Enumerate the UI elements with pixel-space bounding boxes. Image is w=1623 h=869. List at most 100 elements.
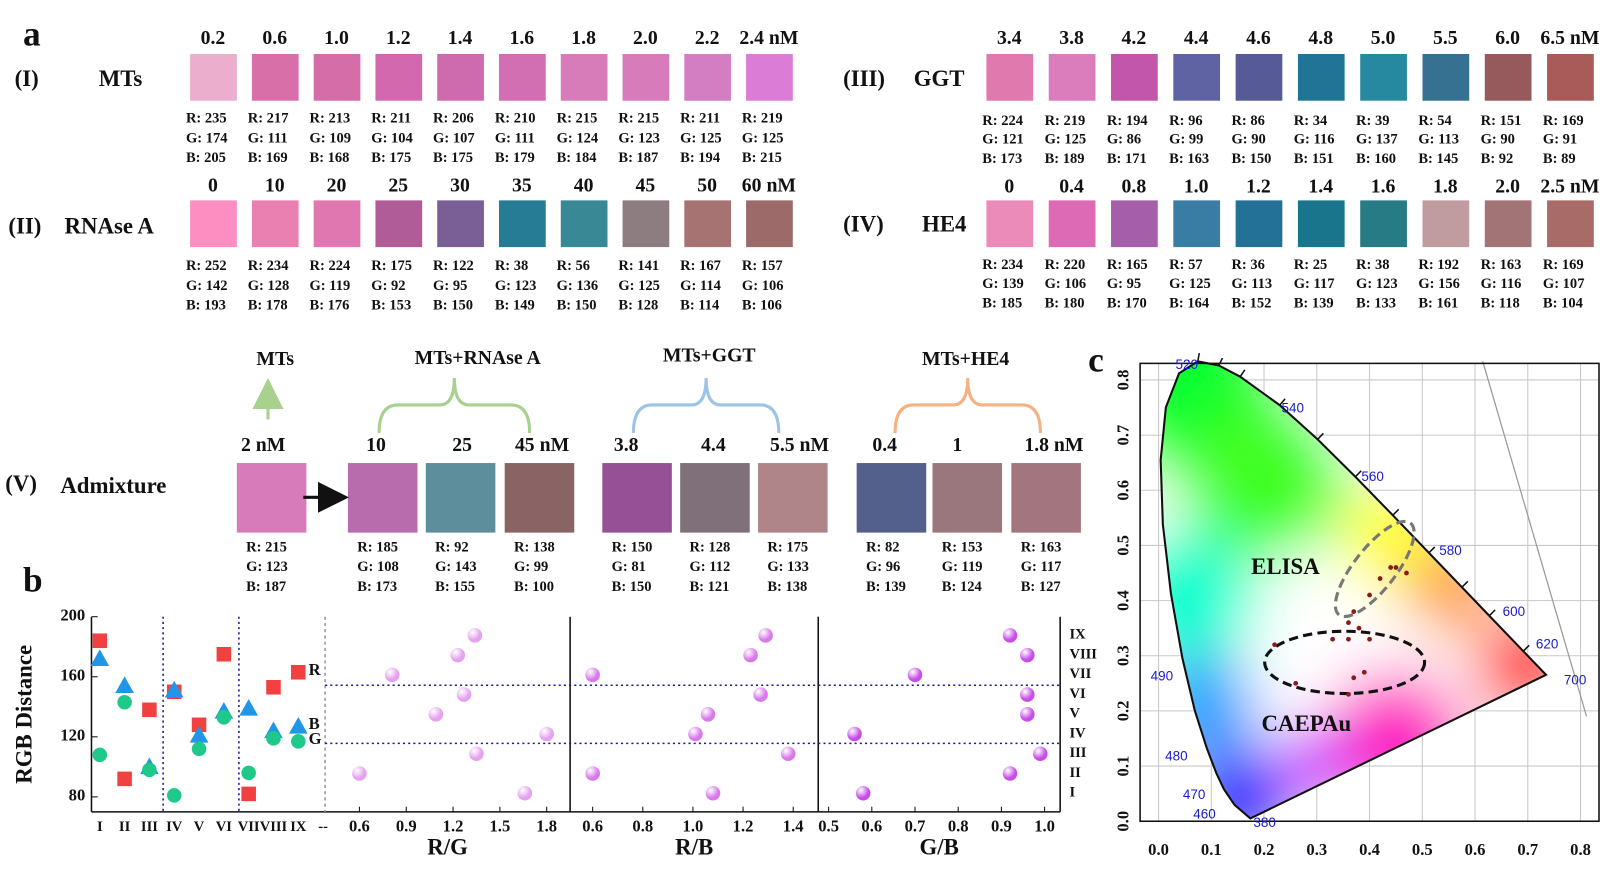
concentration-label: 1.4 xyxy=(1308,175,1333,197)
concentration-label: 2.4 nM xyxy=(739,27,799,49)
rgb-value: B: 121 xyxy=(690,579,730,595)
x-tick-label: 1.2 xyxy=(733,816,754,835)
rgb-value: B: 114 xyxy=(680,298,719,314)
rgb-value: G: 125 xyxy=(1169,276,1211,292)
rgb-value: G: 106 xyxy=(742,278,784,294)
concentration-label: 0 xyxy=(208,174,218,196)
color-swatch xyxy=(498,53,546,101)
color-swatch xyxy=(1173,200,1221,248)
rgb-value: B: 155 xyxy=(435,579,475,595)
wavelength-label: 490 xyxy=(1151,668,1174,683)
color-swatch xyxy=(622,200,670,248)
gamut-blob xyxy=(1180,396,1348,563)
dot xyxy=(753,687,768,702)
rgb-value: R: 128 xyxy=(690,540,731,556)
rgb-value: B: 151 xyxy=(1294,151,1334,167)
rgb-value: R: 82 xyxy=(866,540,899,556)
concentration-label: 4.4 xyxy=(701,434,726,456)
data-point xyxy=(1388,565,1394,570)
wavelength-label: 460 xyxy=(1193,807,1216,822)
concentration-label: 2.2 xyxy=(695,27,720,49)
rgb-value: R: 169 xyxy=(1543,113,1584,129)
color-swatch xyxy=(1484,200,1532,248)
rgb-value: R: 141 xyxy=(618,258,659,274)
rgb-value: G: 125 xyxy=(618,278,660,294)
rgb-value: R: 211 xyxy=(680,111,720,127)
rgb-value: R: 192 xyxy=(1418,257,1459,273)
y-tick-label: IV xyxy=(1070,725,1087,741)
data-point xyxy=(1346,636,1351,642)
data-point xyxy=(1367,592,1372,598)
concentration-label: 3.8 xyxy=(614,434,639,456)
rgb-value: G: 86 xyxy=(1107,131,1141,147)
color-swatch xyxy=(1547,53,1594,101)
y-tick-label: I xyxy=(1070,785,1076,801)
color-swatch xyxy=(251,200,299,248)
rgb-value: B: 89 xyxy=(1543,151,1576,167)
wavelength-label: 580 xyxy=(1439,543,1462,558)
marker xyxy=(291,664,306,680)
rgb-value: R: 167 xyxy=(680,258,721,274)
y-tick-label: 80 xyxy=(69,786,86,805)
marker xyxy=(241,765,256,781)
x-tick-label: 0.9 xyxy=(396,816,417,835)
x-tick-label: II xyxy=(119,819,131,835)
concentration-label: 10 xyxy=(265,174,285,196)
rgb-value: G: 139 xyxy=(982,276,1024,292)
rgb-value: B: 152 xyxy=(1231,296,1271,312)
color-swatch xyxy=(746,53,793,101)
concentration-label: 6.5 nM xyxy=(1540,27,1600,49)
rgb-value: G: 121 xyxy=(982,131,1024,147)
color-swatch xyxy=(932,463,1003,533)
tangent-line xyxy=(1482,361,1588,717)
rgb-value: G: 113 xyxy=(1231,276,1272,292)
data-point xyxy=(1346,691,1351,697)
y-tick-label: VII xyxy=(1070,666,1092,682)
gamut-blob xyxy=(1475,614,1547,719)
rgb-value: B: 194 xyxy=(680,150,720,166)
dot xyxy=(467,628,483,643)
rgb-value: G: 95 xyxy=(1107,276,1141,292)
rgb-value: R: 215 xyxy=(557,111,598,127)
rgb-value: G: 113 xyxy=(1418,131,1459,147)
rgb-value: R: 163 xyxy=(1481,257,1522,273)
gamut-blob xyxy=(1291,602,1364,676)
y-tick-label: 0.2 xyxy=(1113,701,1132,722)
plot-frame xyxy=(1139,362,1600,823)
color-swatch xyxy=(1360,53,1407,101)
concentration-label: 2 nM xyxy=(241,434,286,456)
y-tick-label: 0.3 xyxy=(1113,645,1132,666)
rgb-value: R: 215 xyxy=(246,540,287,556)
cluster-outline xyxy=(1333,519,1416,619)
rgb-value: B: 169 xyxy=(248,150,288,166)
concentration-label: 4.6 xyxy=(1246,27,1271,49)
concentration-label: 1.8 xyxy=(571,27,596,49)
rgb-value: G: 112 xyxy=(690,559,731,575)
marker xyxy=(164,680,184,698)
rgb-value: B: 150 xyxy=(612,579,652,595)
color-swatch xyxy=(1235,200,1283,248)
color-swatch xyxy=(1297,53,1345,101)
group-name: RNAse A xyxy=(64,214,154,239)
x-tick-label: 0.8 xyxy=(632,816,653,835)
rgb-value: G: 125 xyxy=(680,130,722,146)
concentration-label: 2.5 nM xyxy=(1540,175,1600,197)
concentration-label: 25 xyxy=(452,434,472,456)
rgb-value: R: 211 xyxy=(371,111,411,127)
rgb-value: B: 180 xyxy=(1045,296,1085,312)
concentration-label: 4.4 xyxy=(1184,27,1209,49)
x-tick-label: IV xyxy=(166,819,183,835)
rgb-value: R: 224 xyxy=(982,113,1023,129)
group-index: (IV) xyxy=(843,212,884,237)
marker xyxy=(288,716,308,734)
data-point xyxy=(1367,636,1372,642)
concentration-label: 0.8 xyxy=(1122,175,1147,197)
rgb-value: B: 106 xyxy=(742,298,782,314)
marker xyxy=(266,680,281,695)
dot xyxy=(1020,687,1035,702)
color-swatch xyxy=(684,53,732,101)
rgb-value: B: 189 xyxy=(1045,151,1085,167)
color-swatch xyxy=(1048,200,1096,248)
color-swatch xyxy=(758,463,828,533)
concentration-label: 6.0 xyxy=(1495,27,1520,49)
